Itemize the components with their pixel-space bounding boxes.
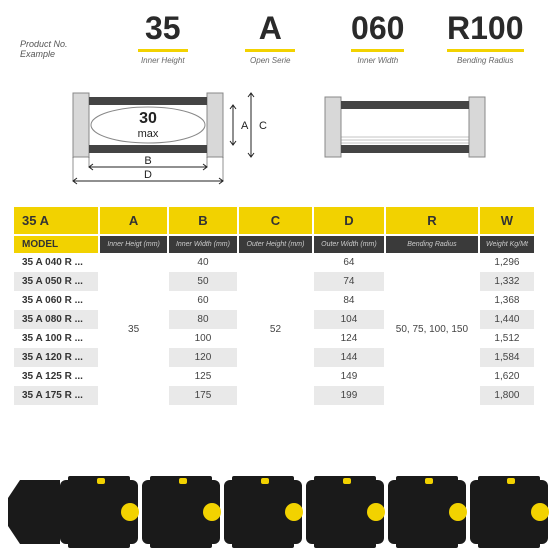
table-cell: 84 — [313, 291, 385, 310]
col-sub-D: Outer Width (mm) — [313, 235, 385, 253]
table-cell: 35 A 050 R ... — [14, 272, 99, 291]
table-cell: 50 — [168, 272, 238, 291]
table-cell: 1,800 — [479, 386, 535, 405]
col-sub-R: Bending Radius — [385, 235, 479, 253]
table-cell: 64 — [313, 253, 385, 272]
table-cell: 144 — [313, 348, 385, 367]
table-cell: 35 A 080 R ... — [14, 310, 99, 329]
table-header-row: 35 A A B C D R W — [14, 207, 535, 235]
table-cell: 35 — [99, 253, 167, 405]
spec-table: 35 A A B C D R W MODEL Inner Heigt (mm) … — [14, 207, 536, 405]
table-cell: 199 — [313, 386, 385, 405]
header-col-inner-height: 35 Inner Height — [118, 10, 208, 65]
spec-table-wrap: 35 A A B C D R W MODEL Inner Heigt (mm) … — [0, 207, 550, 405]
table-cell: 1,332 — [479, 272, 535, 291]
header-sub: Bending Radius — [441, 56, 531, 65]
header-value: 060 — [351, 10, 404, 52]
col-sub-B: Inner Width (mm) — [168, 235, 238, 253]
col-sub-A: Inner Heigt (mm) — [99, 235, 167, 253]
table-cell: 35 A 125 R ... — [14, 367, 99, 386]
table-cell: 35 A 175 R ... — [14, 386, 99, 405]
svg-text:max: max — [138, 128, 159, 140]
table-cell: 1,512 — [479, 329, 535, 348]
table-cell: 80 — [168, 310, 238, 329]
header-sub: Inner Width — [333, 56, 423, 65]
col-sub-W: Weight Kg/Mt — [479, 235, 535, 253]
svg-text:B: B — [144, 155, 151, 167]
table-body: 35 A 040 R ...3540526450, 75, 100, 1501,… — [14, 253, 535, 405]
table-cell: 1,620 — [479, 367, 535, 386]
svg-text:D: D — [144, 169, 152, 181]
cross-section-diagram-left: 30max AC BD — [55, 83, 275, 193]
table-cell: 125 — [168, 367, 238, 386]
svg-text:30: 30 — [139, 110, 157, 127]
header-col-inner-width: 060 Inner Width — [333, 10, 423, 65]
table-cell: 74 — [313, 272, 385, 291]
col-head-R: R — [385, 207, 479, 235]
table-cell: 1,296 — [479, 253, 535, 272]
product-number-header: Product No. Example 35 Inner Height A Op… — [0, 0, 550, 65]
header-col-bending-radius: R100 Bending Radius — [441, 10, 531, 65]
table-cell: 175 — [168, 386, 238, 405]
table-cell: 40 — [168, 253, 238, 272]
model-label: MODEL — [14, 235, 99, 253]
table-cell: 60 — [168, 291, 238, 310]
table-cell: 104 — [313, 310, 385, 329]
table-cell: 35 A 060 R ... — [14, 291, 99, 310]
col-sub-C: Outer Height (mm) — [238, 235, 313, 253]
col-head-A: A — [99, 207, 167, 235]
header-value: R100 — [447, 10, 524, 52]
col-head-W: W — [479, 207, 535, 235]
table-cell: 149 — [313, 367, 385, 386]
table-cell: 50, 75, 100, 150 — [385, 253, 479, 405]
table-cell: 35 A 100 R ... — [14, 329, 99, 348]
table-cell: 1,584 — [479, 348, 535, 367]
table-cell: 35 A 040 R ... — [14, 253, 99, 272]
header-value: A — [245, 10, 295, 52]
header-sub: Open Serie — [226, 56, 316, 65]
cross-section-diagram-right — [315, 83, 495, 193]
col-head-C: C — [238, 207, 313, 235]
table-cell: 120 — [168, 348, 238, 367]
table-cell: 1,368 — [479, 291, 535, 310]
table-cell: 1,440 — [479, 310, 535, 329]
header-value: 35 — [138, 10, 188, 52]
col-head-B: B — [168, 207, 238, 235]
table-cell: 124 — [313, 329, 385, 348]
table-row: 35 A 040 R ...3540526450, 75, 100, 1501,… — [14, 253, 535, 272]
header-col-open-serie: A Open Serie — [226, 10, 316, 65]
col-head-D: D — [313, 207, 385, 235]
cable-chain-photo — [0, 462, 550, 550]
svg-text:C: C — [259, 120, 267, 132]
table-subheader-row: MODEL Inner Heigt (mm) Inner Width (mm) … — [14, 235, 535, 253]
table-cell: 35 A 120 R ... — [14, 348, 99, 367]
table-corner-cell: 35 A — [14, 207, 99, 235]
header-sub: Inner Height — [118, 56, 208, 65]
product-number-label: Product No. Example — [20, 39, 100, 65]
table-cell: 52 — [238, 253, 313, 405]
table-cell: 100 — [168, 329, 238, 348]
svg-text:A: A — [241, 120, 249, 132]
diagrams-row: 30max AC BD — [0, 65, 550, 207]
